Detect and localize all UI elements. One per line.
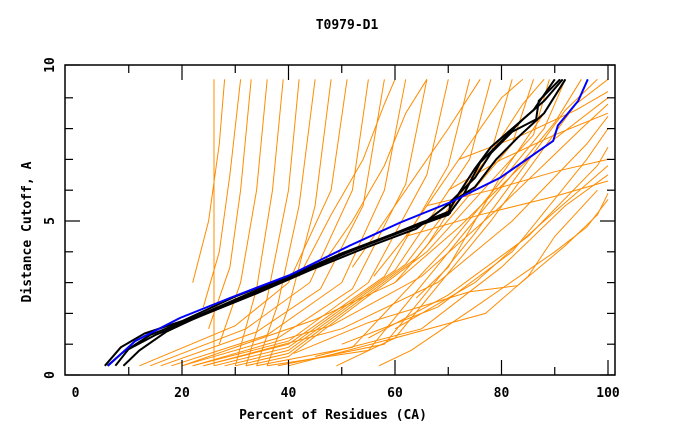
other-model-curve [192, 79, 226, 283]
other-model-curve [277, 79, 598, 367]
other-model-curve [192, 79, 449, 367]
other-model-curve [351, 79, 481, 268]
other-model-curve [373, 79, 524, 277]
y-tick-label: 0 [43, 371, 58, 379]
other-model-curve [288, 79, 609, 367]
other-model-curve [336, 189, 598, 367]
x-tick-label: 100 [596, 386, 620, 401]
other-model-curve [203, 115, 609, 367]
other-model-curve [266, 79, 332, 366]
ticks-layer: 0 20 40 60 80 100 0 5 10 [43, 57, 620, 401]
other-model-curve [320, 79, 428, 268]
other-model-curve [235, 79, 534, 367]
other-model-curve [202, 79, 242, 308]
x-tick-label: 20 [174, 386, 190, 401]
other-model-curve [405, 180, 609, 237]
x-tick-label: 60 [387, 386, 403, 401]
x-tick-label: 0 [72, 386, 80, 401]
y-tick-label: 10 [43, 57, 58, 73]
y-axis-label: Distance Cutoff, A [20, 161, 35, 302]
other-model-curve [245, 79, 550, 367]
black-model-3-curve [122, 79, 561, 367]
y-tick-label: 5 [43, 217, 58, 225]
other-model-curve [267, 79, 582, 367]
black-model-2-curve [114, 79, 564, 367]
other-model-curve [298, 79, 396, 277]
chart-title: T0979-D1 [316, 18, 379, 33]
other-model-curve [208, 79, 252, 329]
other-model-curve [203, 79, 471, 367]
other-model-curve [213, 79, 492, 367]
other-model-curve [139, 79, 348, 367]
x-tick-label: 80 [494, 386, 510, 401]
blue-model-curve [107, 79, 589, 367]
plot-frame [64, 64, 616, 376]
other-model-curve [394, 165, 609, 330]
x-axis-label: Percent of Residues (CA) [239, 408, 427, 423]
other-model-curve [378, 199, 609, 367]
other-model-curve [341, 128, 609, 345]
other-model-curve [192, 103, 609, 367]
other-model-curve [234, 79, 284, 366]
other-model-curve [218, 79, 268, 345]
other-model-curve [160, 79, 385, 367]
other-model-curve [181, 79, 428, 367]
other-model-curve [149, 79, 369, 367]
other-model-curve [171, 79, 407, 367]
other-model-curve [224, 79, 513, 367]
highlight-models-layer [104, 79, 589, 367]
other-model-curve [256, 79, 566, 367]
x-tick-label: 40 [281, 386, 297, 401]
other-models-layer [139, 79, 609, 367]
black-model-4-curve [106, 79, 567, 367]
other-model-curve [368, 146, 609, 339]
other-model-curve [314, 174, 609, 357]
